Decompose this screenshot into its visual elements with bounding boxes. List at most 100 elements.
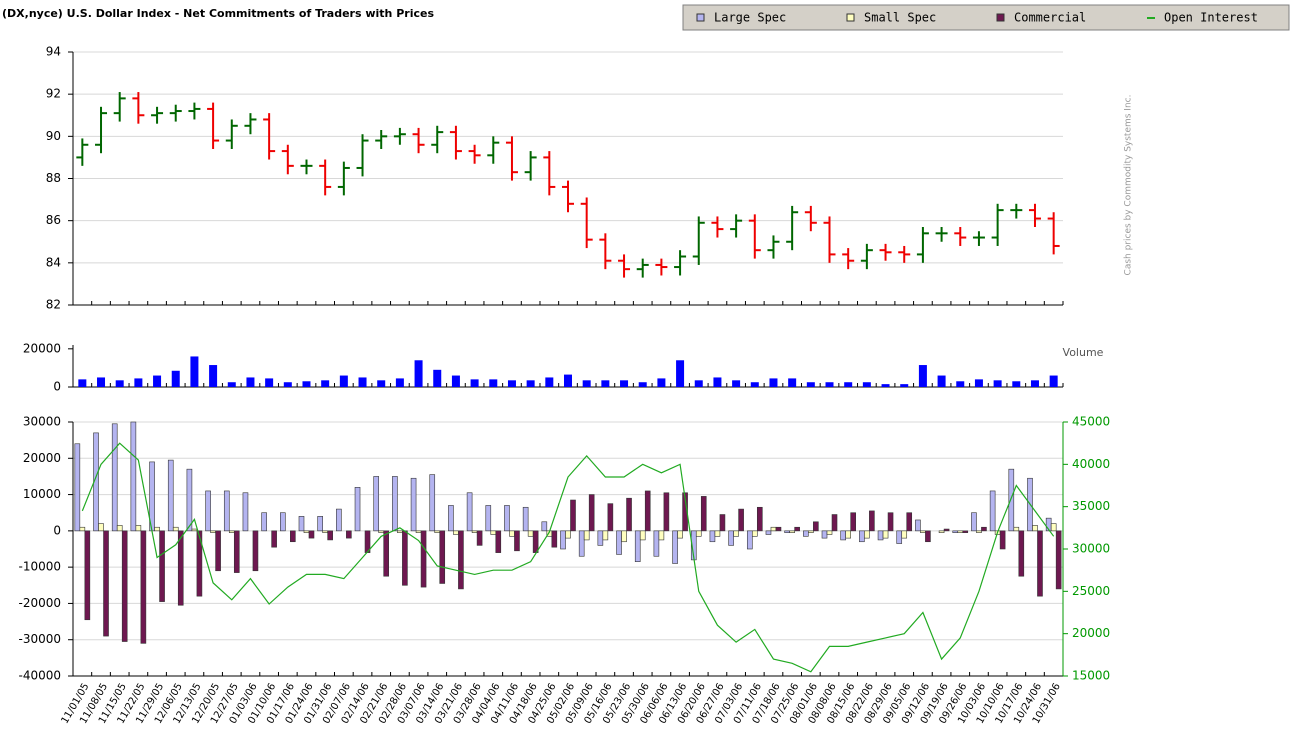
cot-bar (901, 530, 908, 539)
cot-bar (74, 443, 81, 532)
cot-bar (1008, 468, 1015, 532)
cot-bar (887, 512, 894, 532)
y-tick-label: 94 (46, 45, 61, 59)
y-tick-label: 10000 (23, 487, 61, 501)
bar (750, 382, 759, 387)
bar (1012, 381, 1021, 387)
bar (302, 381, 311, 387)
cot-bar (658, 530, 665, 541)
bar (115, 380, 124, 387)
cot-bar (159, 530, 165, 602)
cot-bar (765, 530, 772, 535)
cot-bar (626, 497, 632, 532)
cot-bar (845, 530, 851, 539)
cot-bar (434, 530, 441, 533)
cot-bar (485, 505, 492, 532)
cot-bar (439, 530, 446, 584)
cot-bar (205, 490, 211, 532)
bar (1030, 380, 1039, 387)
bar (601, 380, 610, 387)
cot-bar (672, 530, 678, 564)
cot-bar (322, 530, 328, 533)
cot-bar (634, 530, 641, 562)
cot-bar (882, 530, 889, 539)
bar (582, 380, 591, 387)
cot-bar (415, 530, 422, 533)
cot-bar (504, 505, 510, 532)
cot-bar (167, 459, 174, 532)
bar (339, 375, 348, 387)
cot-bar (490, 530, 497, 535)
cot-bar (453, 530, 459, 535)
bar (1049, 375, 1058, 387)
cot-bar (565, 530, 571, 539)
bar (246, 377, 255, 387)
cot-bar (999, 530, 1006, 550)
open-interest-line (81, 442, 1055, 673)
cot-bar (527, 530, 534, 537)
bar (769, 378, 778, 387)
cot-bar (971, 512, 977, 532)
bar (825, 382, 834, 387)
legend-swatch (846, 13, 855, 22)
cot-bar (522, 506, 529, 532)
cot-bar (196, 530, 203, 597)
cot-bar (789, 530, 795, 533)
cot-bar (448, 505, 454, 532)
bar (97, 377, 106, 387)
cot-bar (775, 526, 782, 532)
bar (806, 382, 815, 387)
cot-bar (261, 512, 267, 532)
cot-bar (458, 530, 464, 590)
cot-bar (354, 487, 361, 532)
cot-bar (121, 530, 128, 642)
cot-bar (135, 525, 142, 532)
chart-title: (DX,nyce) U.S. Dollar Index - Net Commit… (2, 7, 434, 20)
cot-bar (116, 525, 123, 532)
y-tick-label: 82 (46, 298, 61, 312)
cot-bar (290, 530, 296, 543)
y2-tick-label: 40000 (1072, 457, 1110, 471)
bar (134, 378, 143, 387)
legend-swatch (696, 13, 705, 22)
y-tick-label: 84 (46, 255, 61, 269)
cot-bar (495, 530, 502, 553)
y-tick-label: 30000 (23, 415, 61, 429)
bar (78, 379, 87, 387)
cot-bar (583, 530, 590, 541)
cot-bar (223, 490, 230, 532)
cot-bar (228, 530, 235, 533)
cot-bar (570, 499, 576, 532)
bar (283, 382, 292, 387)
bar (620, 380, 629, 387)
cot-bar (303, 530, 310, 533)
cot-bar (509, 530, 515, 537)
cot-bar (920, 530, 926, 533)
bar (171, 370, 180, 387)
legend-label: Large Spec (714, 11, 786, 25)
cot-bar (79, 526, 86, 532)
bar (937, 375, 946, 387)
cot-bar (560, 530, 566, 550)
cot-bar (215, 530, 221, 572)
cot-bar (130, 421, 137, 532)
y-tick-label: 20000 (23, 451, 61, 465)
cot-bar (172, 526, 179, 532)
bar (358, 377, 367, 387)
cot-bar (308, 530, 315, 539)
cot-bar (578, 530, 585, 557)
cot-bar (373, 476, 380, 532)
cot-bar (794, 526, 800, 532)
cot-bar (186, 468, 193, 532)
bar (862, 382, 871, 387)
cot-bar (588, 494, 595, 532)
bar (265, 378, 274, 387)
cot-bar (98, 523, 104, 532)
cot-bar (700, 496, 707, 532)
y2-tick-label: 20000 (1072, 626, 1110, 640)
cot-bar (410, 477, 417, 532)
cot-bar (233, 530, 240, 573)
cot-bar (429, 474, 436, 532)
bar (956, 381, 965, 387)
